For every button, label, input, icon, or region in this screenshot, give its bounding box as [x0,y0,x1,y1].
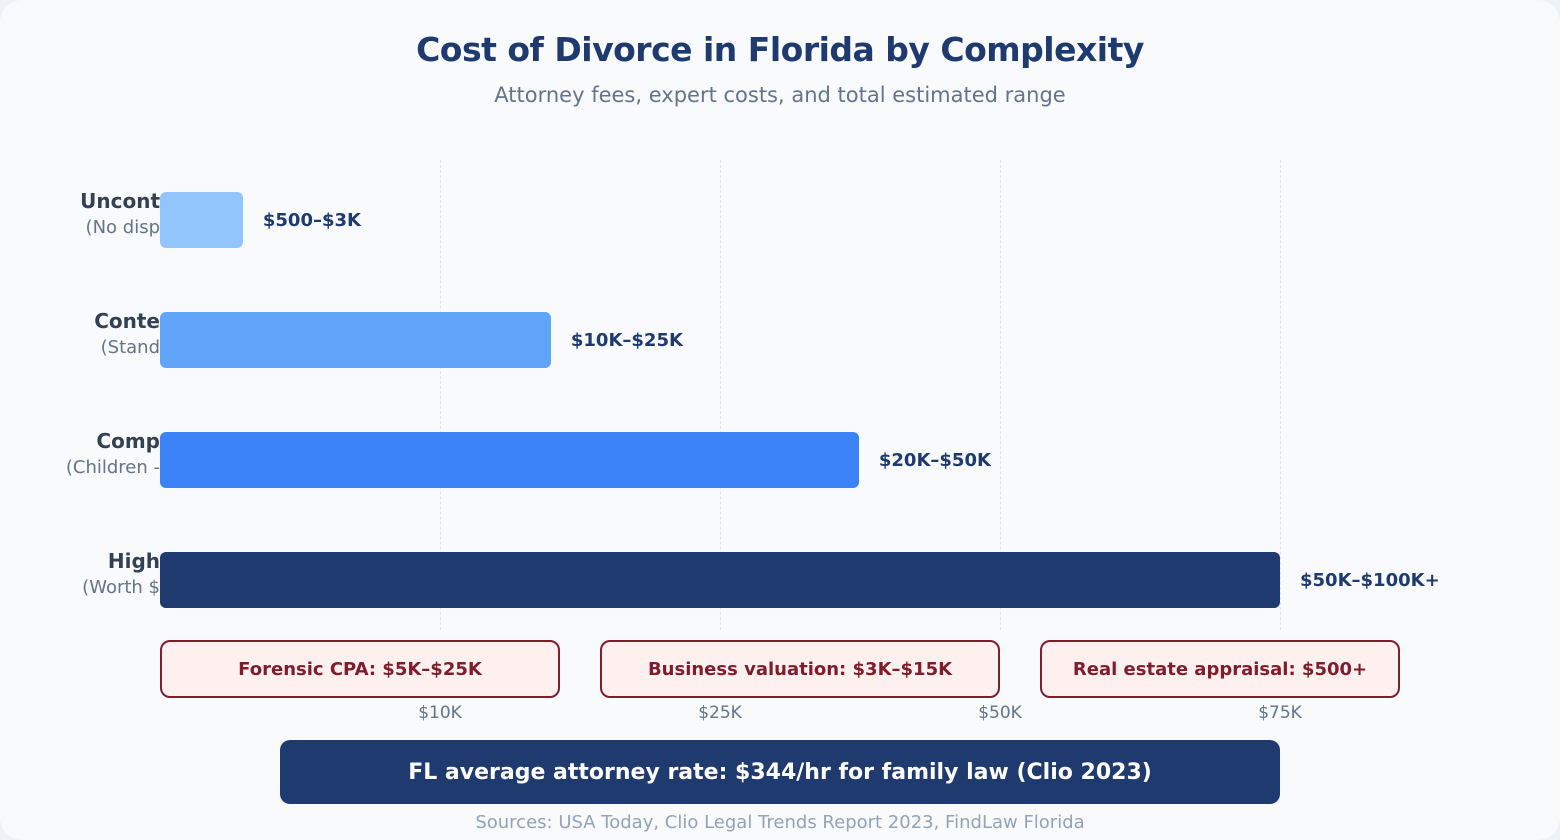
gridline [1280,160,1281,630]
category-name: High [107,549,160,573]
attorney-rate-banner: FL average attorney rate: $344/hr for fa… [280,740,1280,804]
bar [160,432,859,488]
bar-value-label: $500–$3K [262,210,361,231]
category-name: Conte [94,309,160,333]
gridline [720,160,721,630]
gridline [440,160,441,630]
x-tick-label: $10K [418,703,462,723]
callout-business-valuation: Business valuation: $3K–$15K [600,640,1000,698]
category-name: Comp [96,429,160,453]
category-label: Conte (Stand [94,309,160,358]
category-label: Comp (Children - [66,429,160,478]
x-tick-label: $50K [978,703,1022,723]
category-subtitle: (Worth $ [82,577,160,598]
chart-subtitle: Attorney fees, expert costs, and total e… [494,83,1066,107]
callout-real-estate-appraisal: Real estate appraisal: $500+ [1040,640,1400,698]
gridline [1000,160,1001,630]
bar-value-label: $50K–$100K+ [1300,570,1440,591]
category-subtitle: (No disp [85,217,160,238]
callout-forensic-cpa: Forensic CPA: $5K–$25K [160,640,560,698]
category-label: Uncont (No disp [80,189,160,238]
chart-title: Cost of Divorce in Florida by Complexity [416,30,1144,69]
bar [160,552,1280,608]
x-tick-label: $75K [1258,703,1302,723]
category-label: High (Worth $ [82,549,160,598]
sources-note: Sources: USA Today, Clio Legal Trends Re… [475,812,1085,833]
bar [160,312,551,368]
bar [160,192,243,248]
bar-value-label: $10K–$25K [570,330,683,351]
category-subtitle: (Children - [65,457,160,478]
category-name: Uncont [80,189,160,213]
bar-value-label: $20K–$50K [878,450,991,471]
x-tick-label: $25K [698,703,742,723]
category-subtitle: (Stand [100,337,160,358]
